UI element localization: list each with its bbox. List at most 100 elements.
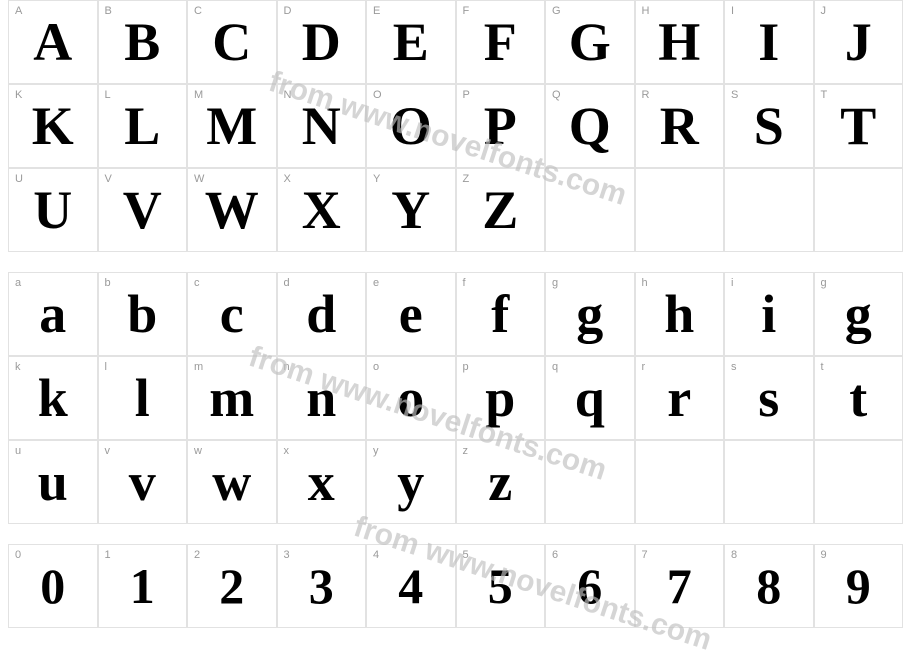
glyph-character: e [399,287,423,341]
glyph-cell-empty [545,440,635,524]
glyph-cell: gg [545,272,635,356]
glyph-cell: oo [366,356,456,440]
glyph-character: k [38,371,68,425]
glyph-key-label: y [373,445,379,457]
glyph-key-label: Q [552,89,561,101]
glyph-character: f [491,287,509,341]
glyph-key-label: 6 [552,549,558,561]
glyph-block-digits: 00112233445566778899 [8,544,903,628]
glyph-cell: JJ [814,0,904,84]
glyph-key-label: K [15,89,22,101]
glyph-character: F [484,15,517,69]
glyph-character: X [302,183,341,237]
glyph-cell: MM [187,84,277,168]
glyph-cell: bb [98,272,188,356]
glyph-cell-empty [635,440,725,524]
glyph-cell: aa [8,272,98,356]
glyph-key-label: J [821,5,827,17]
glyph-cell: nn [277,356,367,440]
glyph-cell: TT [814,84,904,168]
glyph-character: I [758,15,779,69]
glyph-character: 5 [488,561,513,611]
glyph-key-label: u [15,445,21,457]
glyph-key-label: T [821,89,828,101]
glyph-character: N [302,99,341,153]
glyph-cell: 77 [635,544,725,628]
glyph-cell: XX [277,168,367,252]
glyph-character: g [845,287,872,341]
glyph-character: U [33,183,72,237]
glyph-character: 4 [398,561,423,611]
glyph-key-label: N [284,89,292,101]
glyph-character: h [664,287,694,341]
glyph-key-label: q [552,361,558,373]
glyph-key-label: s [731,361,737,373]
glyph-key-label: 0 [15,549,21,561]
glyph-key-label: Y [373,173,380,185]
glyph-key-label: 2 [194,549,200,561]
glyph-cell: HH [635,0,725,84]
glyph-cell: hh [635,272,725,356]
glyph-cell: pp [456,356,546,440]
glyph-character: r [667,371,691,425]
glyph-key-label: x [284,445,290,457]
glyph-cell: vv [98,440,188,524]
glyph-cell: BB [98,0,188,84]
glyph-key-label: A [15,5,22,17]
glyph-key-label: 3 [284,549,290,561]
glyph-character: b [127,287,157,341]
glyph-cell: RR [635,84,725,168]
glyph-character: w [212,455,251,509]
glyph-cell-empty [724,440,814,524]
glyph-key-label: S [731,89,738,101]
glyph-key-label: 5 [463,549,469,561]
glyph-cell: xx [277,440,367,524]
glyph-cell: CC [187,0,277,84]
glyph-key-label: w [194,445,202,457]
glyph-cell: EE [366,0,456,84]
glyph-key-label: k [15,361,21,373]
glyph-character: Q [569,99,611,153]
glyph-cell: 44 [366,544,456,628]
glyph-cell: FF [456,0,546,84]
glyph-key-label: c [194,277,200,289]
glyph-cell: DD [277,0,367,84]
glyph-character: T [840,99,876,153]
glyph-cell: ii [724,272,814,356]
glyph-cell: PP [456,84,546,168]
glyph-character: A [33,15,72,69]
glyph-key-label: h [642,277,648,289]
glyph-key-label: n [284,361,290,373]
glyph-character: W [205,183,259,237]
glyph-cell: dd [277,272,367,356]
glyph-key-label: M [194,89,203,101]
glyph-cell: NN [277,84,367,168]
glyph-character: m [209,371,254,425]
glyph-character: o [397,371,424,425]
glyph-character: 7 [667,561,692,611]
glyph-key-label: o [373,361,379,373]
glyph-key-label: U [15,173,23,185]
glyph-character: R [660,99,699,153]
glyph-character: Y [391,183,430,237]
glyph-cell: 99 [814,544,904,628]
glyph-cell: ff [456,272,546,356]
glyph-character: c [220,287,244,341]
glyph-cell: rr [635,356,725,440]
glyph-cell: VV [98,168,188,252]
glyph-key-label: r [642,361,646,373]
glyph-cell: uu [8,440,98,524]
glyph-key-label: t [821,361,824,373]
glyph-character: 9 [846,561,871,611]
glyph-character: q [575,371,605,425]
glyph-character: a [39,287,66,341]
glyph-character: 0 [40,561,65,611]
glyph-cell: ll [98,356,188,440]
glyph-key-label: L [105,89,111,101]
glyph-character: H [658,15,700,69]
glyph-character: Z [482,183,518,237]
glyph-cell: ZZ [456,168,546,252]
glyph-key-label: C [194,5,202,17]
glyph-key-label: p [463,361,469,373]
glyph-cell-empty [635,168,725,252]
